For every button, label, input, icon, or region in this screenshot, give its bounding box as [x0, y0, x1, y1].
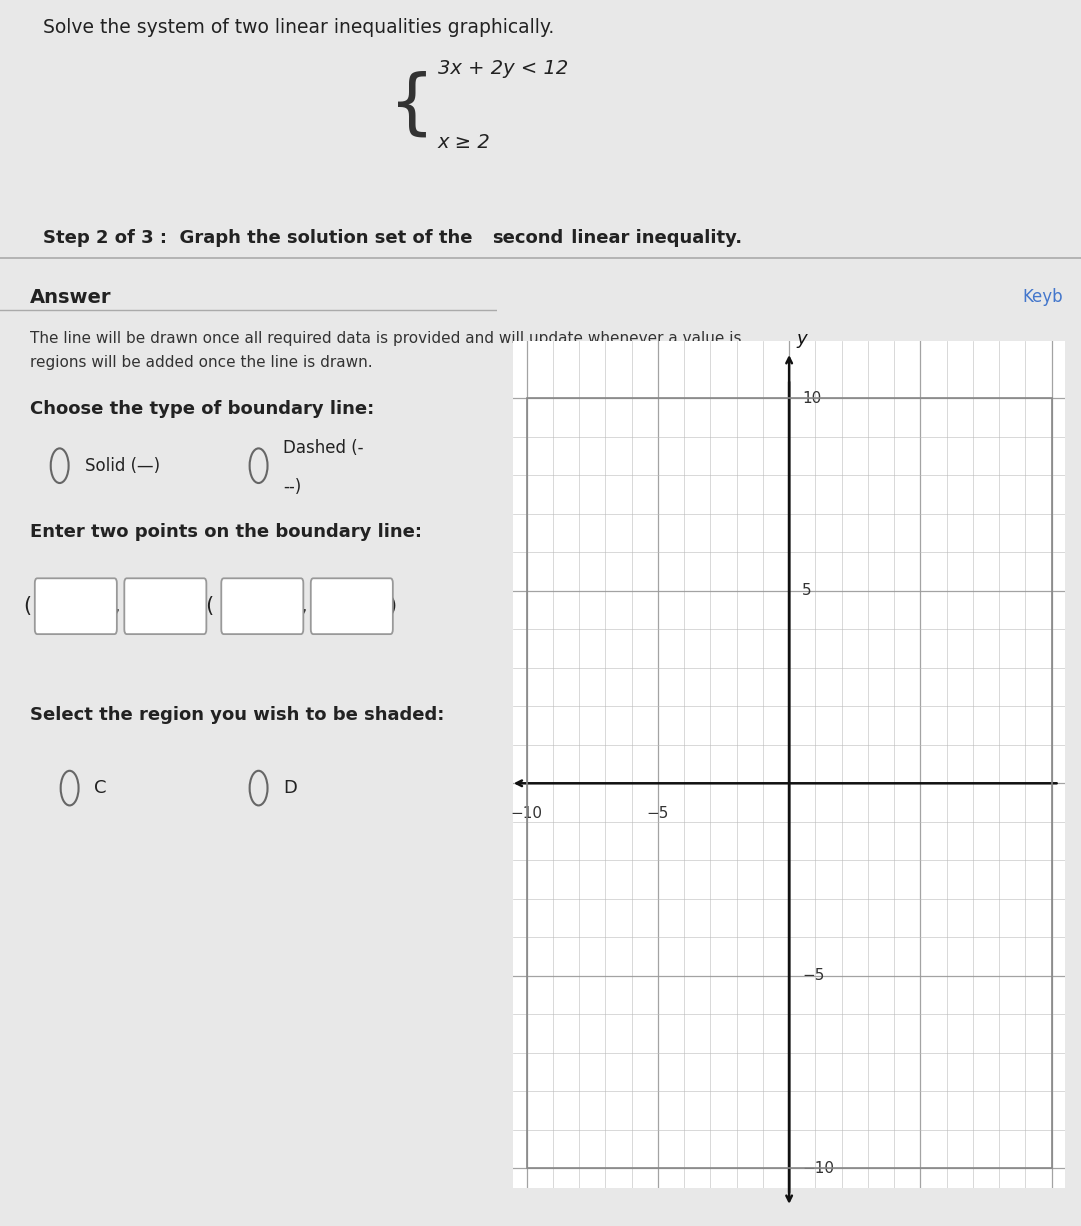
Text: Solid (—): Solid (—) [84, 457, 160, 474]
Text: Select the region you wish to be shaded:: Select the region you wish to be shaded: [30, 706, 444, 725]
Text: ,: , [114, 596, 120, 617]
Text: x ≥ 2: x ≥ 2 [438, 132, 491, 152]
Text: Solve the system of two linear inequalities graphically.: Solve the system of two linear inequalit… [43, 18, 555, 38]
Text: Dashed (-: Dashed (- [283, 439, 364, 457]
Text: C: C [94, 779, 107, 797]
Text: Enter two points on the boundary line:: Enter two points on the boundary line: [30, 524, 422, 542]
Text: −5: −5 [802, 969, 825, 983]
Text: ,: , [301, 596, 307, 617]
Text: 10: 10 [802, 391, 822, 406]
Text: D: D [283, 779, 297, 797]
Text: y: y [797, 330, 808, 348]
Text: 3x + 2y < 12: 3x + 2y < 12 [438, 59, 568, 78]
Text: regions will be added once the line is drawn.: regions will be added once the line is d… [30, 356, 373, 370]
FancyBboxPatch shape [222, 579, 304, 634]
Text: 5: 5 [802, 584, 812, 598]
FancyBboxPatch shape [311, 579, 392, 634]
Text: second: second [492, 229, 563, 248]
Text: −5: −5 [646, 807, 669, 821]
Text: Choose the type of boundary line:: Choose the type of boundary line: [30, 400, 374, 418]
Text: {: { [389, 71, 436, 140]
Text: −10: −10 [510, 807, 543, 821]
Text: Step 2 of 3 :  Graph the solution set of the: Step 2 of 3 : Graph the solution set of … [43, 229, 479, 248]
Text: linear inequality.: linear inequality. [565, 229, 743, 248]
FancyBboxPatch shape [35, 579, 117, 634]
Text: --): --) [283, 478, 302, 495]
Text: )(: )( [198, 596, 214, 617]
Text: Answer: Answer [30, 288, 111, 306]
Text: (: ( [24, 596, 31, 617]
Text: Keyb: Keyb [1023, 288, 1064, 306]
Text: The line will be drawn once all required data is provided and will update whenev: The line will be drawn once all required… [30, 331, 742, 346]
Text: ): ) [389, 596, 397, 617]
Text: −10: −10 [802, 1161, 835, 1176]
FancyBboxPatch shape [124, 579, 206, 634]
